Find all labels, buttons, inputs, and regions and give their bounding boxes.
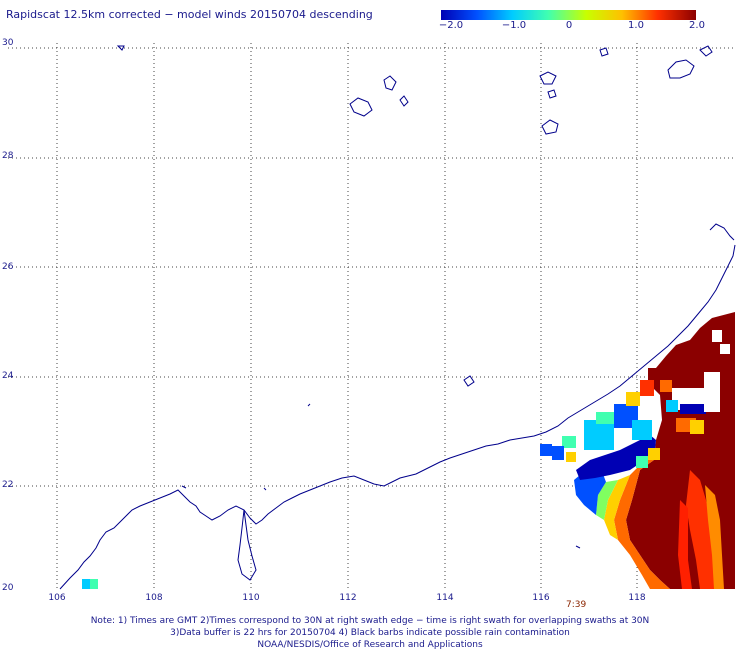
footnote-credit: NOAA/NESDIS/Office of Research and Appli… <box>257 640 483 650</box>
lon-label: 108 <box>145 593 163 603</box>
lon-label: 112 <box>339 593 357 603</box>
lat-label: 30 <box>2 38 14 48</box>
colorbar-tick: 2.0 <box>689 20 705 31</box>
coastline <box>59 45 736 590</box>
lon-label: 110 <box>242 593 260 603</box>
lon-label: 114 <box>436 593 454 603</box>
map-grid <box>8 43 735 589</box>
map-title: Rapidscat 12.5km corrected − model winds… <box>6 8 373 21</box>
lat-label: 20 <box>2 583 14 593</box>
colorbar <box>441 10 696 20</box>
footnote-line: Note: 1) Times are GMT 2)Times correspon… <box>90 616 650 626</box>
lon-label: 116 <box>532 593 550 603</box>
colorbar-tick: 1.0 <box>628 20 644 31</box>
colorbar-tick: −2.0 <box>438 20 464 31</box>
swath-time-label: 7:39 <box>566 600 587 610</box>
lon-label: 106 <box>48 593 66 603</box>
colorbar-gradient <box>441 10 696 20</box>
lat-label: 28 <box>2 151 14 161</box>
lat-label: 26 <box>2 262 14 272</box>
footnote-line: 3)Data buffer is 22 hrs for 20150704 4) … <box>170 628 570 638</box>
lon-label: 118 <box>628 593 646 603</box>
colorbar-tick: −1.0 <box>501 20 527 31</box>
colorbar-tick: 0 <box>565 20 573 31</box>
lat-label: 24 <box>2 371 14 381</box>
lat-label: 22 <box>2 480 14 490</box>
swath-data <box>82 312 735 589</box>
